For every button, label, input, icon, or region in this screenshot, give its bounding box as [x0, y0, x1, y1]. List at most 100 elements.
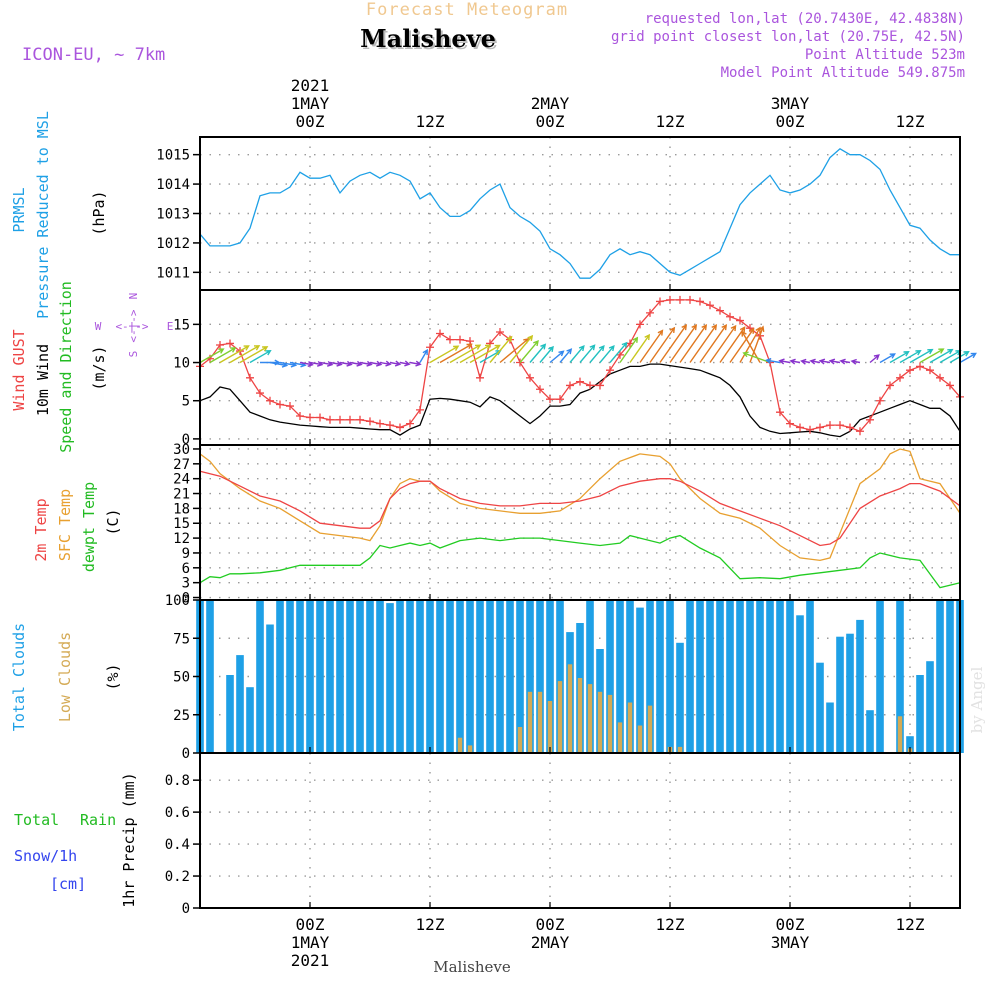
wind-direction-arrow	[800, 358, 811, 365]
compass-e: E	[167, 320, 174, 333]
wind-gust-marker	[286, 402, 294, 411]
wind-direction-arrow	[839, 358, 851, 365]
wind-direction-arrow	[539, 345, 554, 363]
wind-gust-marker	[266, 396, 274, 405]
wind-direction-arrow	[239, 346, 269, 364]
total-clouds-bar	[616, 600, 624, 753]
wind-direction-arrow	[349, 360, 363, 367]
wind-gust-marker	[306, 413, 314, 422]
wind-direction-arrow	[479, 349, 502, 364]
bottom-date-label: 3MAY	[771, 933, 810, 952]
total-clouds-bar	[446, 600, 454, 753]
wind-direction-arrow	[549, 350, 565, 364]
wind-gust-marker	[616, 350, 624, 359]
top-year-label: 2021	[291, 76, 330, 95]
wind-direction-arrow	[828, 358, 841, 365]
low-clouds-bar	[457, 737, 463, 753]
pressure-unit: (hPa)	[90, 190, 108, 235]
top-date-label: 3MAY	[771, 94, 810, 113]
total-clouds-bar	[326, 600, 334, 753]
total-clouds-bar	[656, 600, 664, 753]
total-clouds-bar	[536, 600, 544, 753]
wind-gust-marker	[786, 419, 794, 428]
svg-text:<-|->: <-|->	[127, 309, 140, 342]
total-clouds-bar	[496, 600, 504, 753]
model-label: ICON-EU, ~ 7km	[22, 45, 165, 65]
compass-s: S	[127, 351, 140, 358]
wind-gust-marker	[846, 423, 854, 432]
wind-direction-arrow	[569, 344, 585, 363]
low-clouds-bar	[557, 681, 563, 753]
wind-gust-marker	[906, 366, 914, 375]
total-clouds-bar	[706, 600, 714, 753]
wind-gust-line	[199, 299, 961, 433]
total-clouds-bar	[236, 655, 244, 753]
total-clouds-bar	[406, 600, 414, 753]
total-clouds-bar	[866, 710, 874, 753]
wind-direction-arrow	[409, 360, 422, 367]
wind-gust-marker	[656, 297, 664, 306]
wind-gust-marker	[336, 415, 344, 424]
wind-gust-marker	[886, 381, 894, 390]
total-clouds-bar	[916, 675, 924, 753]
wind-direction-arrow	[629, 333, 651, 363]
temperature-ytick-label: 21	[173, 487, 190, 503]
total-clouds-bar	[356, 600, 364, 753]
total-clouds-label: Total Clouds	[10, 623, 28, 731]
wind-direction-arrow	[429, 345, 460, 364]
precip-snow-unit: [cm]	[50, 875, 86, 893]
clouds-unit: (%)	[104, 663, 122, 690]
pressure-ytick-label: 1015	[156, 148, 190, 164]
temperature-ytick-label: 18	[173, 501, 190, 517]
wind-direction-arrow	[519, 339, 539, 363]
tick-labels: 1011101210131014101505101503691215182124…	[156, 76, 925, 970]
wind-direction-arrow	[439, 343, 473, 364]
total-clouds-bar	[456, 600, 464, 753]
wind-direction-arrow	[889, 351, 910, 364]
point-altitude: Point Altitude 523m	[805, 47, 965, 63]
temp-sfc-label: SFC Temp	[56, 489, 74, 561]
wind-direction-arrow	[778, 358, 791, 365]
wind-gust-marker	[876, 396, 884, 405]
wind-gust-marker	[806, 425, 814, 434]
wind-direction-arrow	[339, 360, 353, 367]
total-clouds-bar	[246, 687, 254, 753]
precip-ytick-label: 0.2	[165, 869, 190, 885]
bottom-hour-label: 00Z	[296, 915, 325, 934]
wind-direction-arrow	[818, 358, 831, 365]
total-clouds-bar	[266, 624, 274, 753]
pressure-label-prmsl: PRMSL	[10, 187, 28, 232]
wind-gust-marker	[406, 419, 414, 428]
total-clouds-bar	[816, 662, 824, 753]
wind-unit: (m/s)	[90, 345, 108, 390]
wind-direction-arrow	[359, 360, 373, 367]
low-clouds-bar	[647, 705, 653, 753]
wind-direction-arrow	[879, 353, 896, 364]
temperature-ytick-label: 0	[182, 591, 190, 607]
wind-direction-arrow	[809, 358, 821, 365]
wind-gust-marker	[556, 395, 564, 404]
total-clouds-bar	[586, 600, 594, 753]
wind-gust-marker	[816, 423, 824, 432]
wind-direction-arrow	[559, 348, 573, 363]
total-clouds-bar	[936, 600, 944, 753]
total-clouds-bar	[206, 600, 214, 753]
wind-direction-arrow	[209, 347, 237, 364]
temp-2m-line	[199, 470, 961, 547]
low-clouds-bar	[527, 691, 533, 753]
wind-frame	[199, 289, 961, 446]
wind-direction-arrow	[529, 343, 547, 363]
wind-gust-marker	[606, 366, 614, 375]
wind-gust-marker	[546, 395, 554, 404]
temperature-ytick-label: 24	[173, 472, 190, 488]
wind-gust-marker	[916, 362, 924, 371]
precip-ytick-label: 0	[182, 901, 190, 917]
wind-direction-arrow	[399, 360, 411, 367]
total-clouds-bar	[696, 600, 704, 753]
total-clouds-bar	[516, 600, 524, 753]
sfc-temp-line	[199, 448, 961, 562]
wind-speed-dir-label: Speed and Direction	[57, 281, 75, 453]
wind-gust-marker	[666, 295, 674, 304]
wind-gust-marker	[456, 335, 464, 344]
wind-gust-marker	[246, 373, 254, 382]
